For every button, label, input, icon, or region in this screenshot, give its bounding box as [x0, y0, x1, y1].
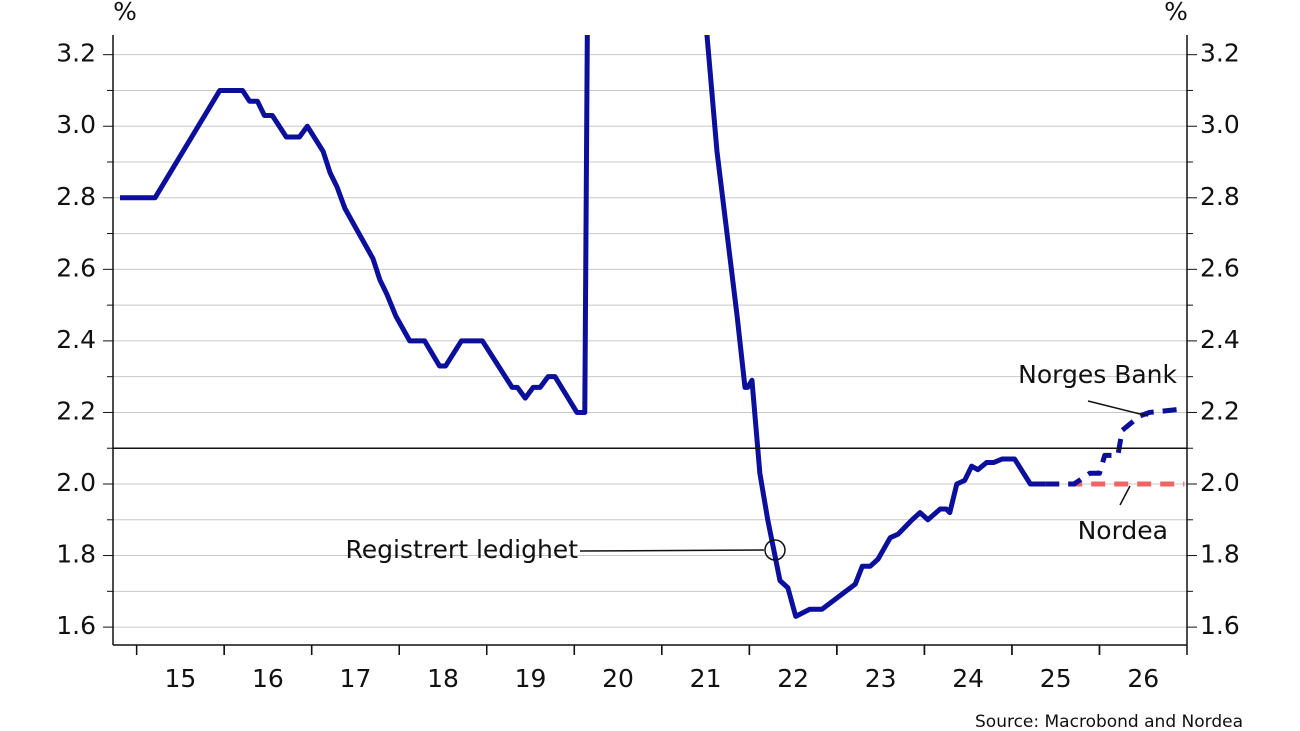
x-tick-label: 19 [515, 664, 547, 693]
x-tick-label: 18 [427, 664, 459, 693]
series-label: Registrert ledighet [346, 535, 579, 564]
series-label: Norges Bank [1018, 360, 1177, 389]
y-tick-label: 2.2 [56, 396, 96, 425]
x-tick-label: 24 [952, 664, 984, 693]
y2-tick-label: 3.2 [1200, 39, 1240, 68]
x-tick-label: 16 [252, 664, 284, 693]
x-tick-label: 17 [340, 664, 372, 693]
y2-tick-label: 2.8 [1200, 182, 1240, 211]
y-tick-label: 2.6 [56, 253, 96, 282]
y2-tick-label: 2.0 [1200, 468, 1240, 497]
y-tick-label: 1.6 [56, 611, 96, 640]
series-line [1045, 406, 1185, 487]
y-tick-label: 2.8 [56, 182, 96, 211]
series-label: Nordea [1078, 516, 1168, 545]
y-tick-label: 3.0 [56, 110, 96, 139]
y-unit: % [113, 0, 137, 26]
y2-unit: % [1164, 0, 1188, 26]
grid [113, 54, 1187, 628]
y2-tick-label: 2.2 [1200, 396, 1240, 425]
y-tick-label: 3.2 [56, 39, 96, 68]
x-tick-label: 22 [777, 664, 809, 693]
plot-area [120, 35, 1185, 619]
y2-tick-label: 2.4 [1200, 325, 1240, 354]
x-tick-label: 26 [1127, 664, 1159, 693]
y2-tick-label: 1.8 [1200, 540, 1240, 569]
y-tick-label: 2.0 [56, 468, 96, 497]
y-tick-label: 1.8 [56, 540, 96, 569]
x-tick-label: 23 [865, 664, 897, 693]
x-tick-label: 25 [1040, 664, 1072, 693]
source: Source: Macrobond and Nordea [975, 712, 1243, 731]
y-tick-label: 2.4 [56, 325, 96, 354]
x-tick-label: 15 [164, 664, 196, 693]
x-tick-label: 20 [602, 664, 634, 693]
y2-tick-label: 3.0 [1200, 110, 1240, 139]
annotation-circle [764, 539, 786, 561]
x-tick-label: 21 [690, 664, 722, 693]
series-line [120, 35, 1046, 619]
annotation-pointer [1119, 485, 1131, 506]
annotation-pointer [579, 549, 765, 552]
y2-tick-label: 1.6 [1200, 611, 1240, 640]
y2-tick-label: 2.6 [1200, 253, 1240, 282]
annotation-pointer [1087, 400, 1149, 417]
